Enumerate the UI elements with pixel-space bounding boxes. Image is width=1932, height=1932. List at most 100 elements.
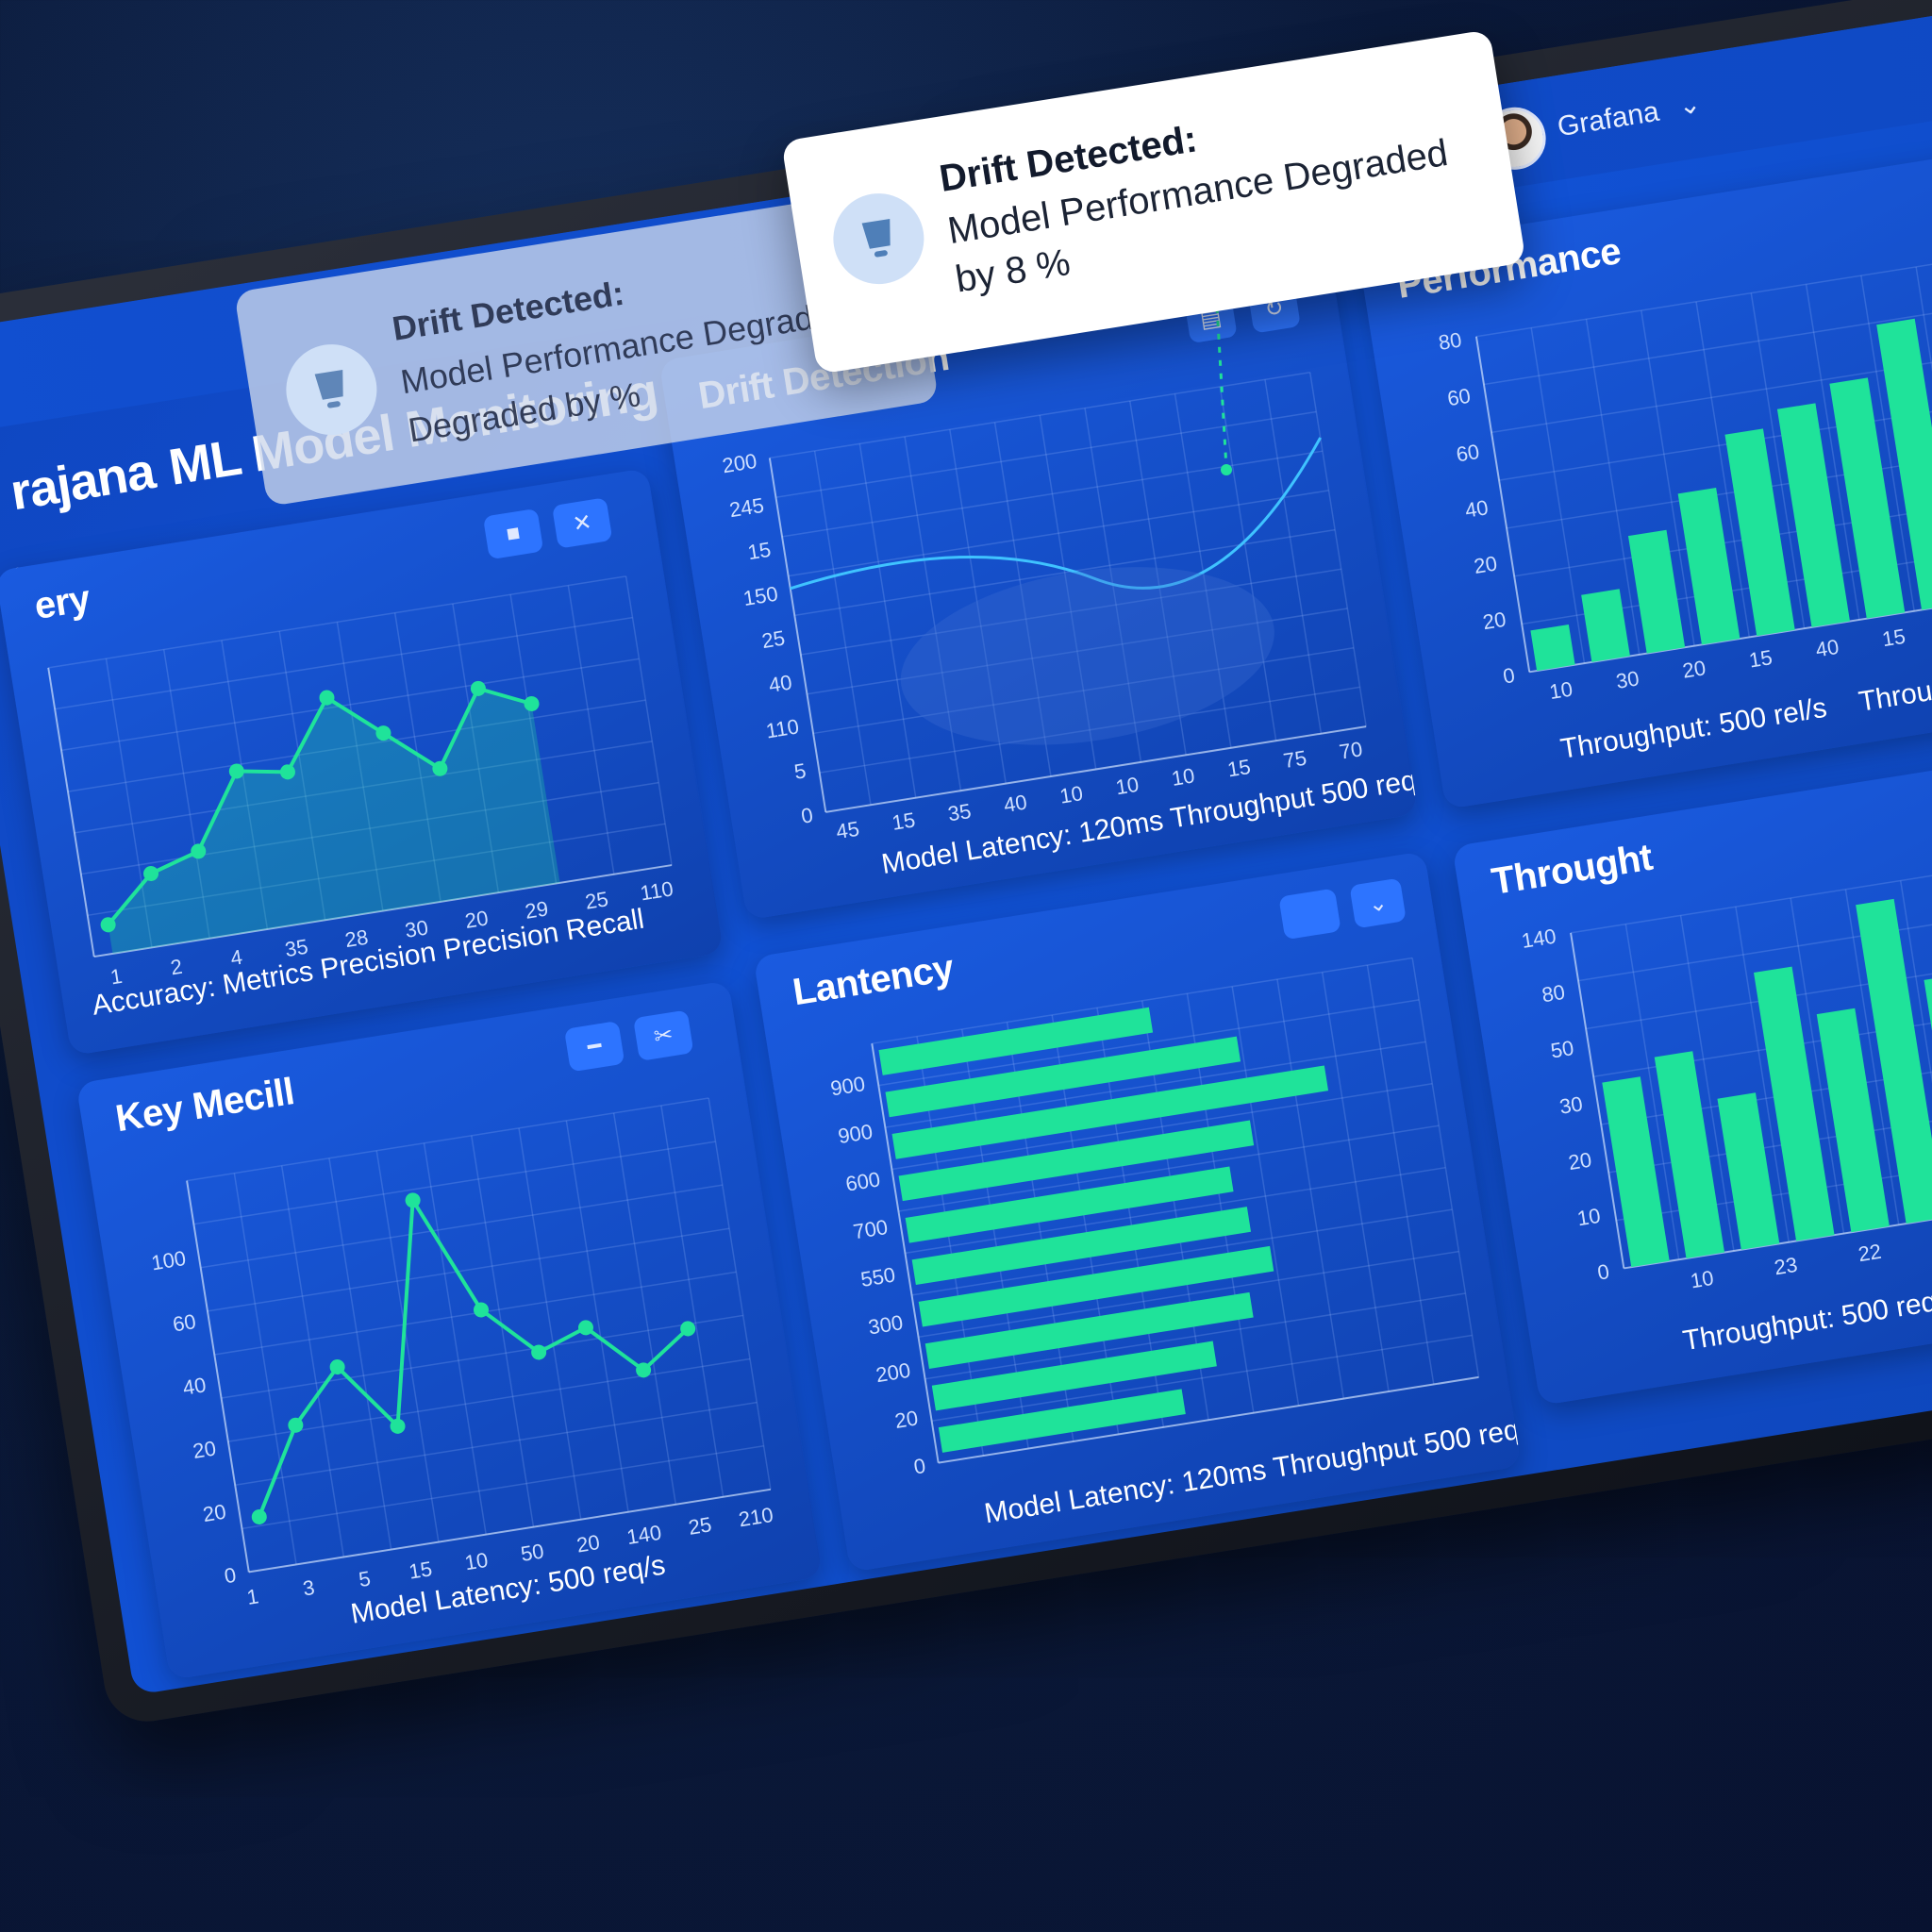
- grid-line: [931, 1334, 1473, 1422]
- y-tick-label: 20: [1567, 1148, 1593, 1175]
- data-point: [329, 1359, 345, 1375]
- data-point: [390, 1418, 406, 1434]
- drift-detection-panel: Drift Detection ▤ ↻ 20024515150254011050…: [658, 255, 1419, 921]
- grid-line: [336, 622, 384, 911]
- grid-line: [1530, 327, 1586, 664]
- grid-line: [1129, 400, 1187, 756]
- series-line: [107, 686, 533, 926]
- bar: [898, 1120, 1255, 1202]
- y-tick-label: 80: [1437, 327, 1463, 355]
- bar: [885, 1036, 1241, 1118]
- grid-line: [518, 1127, 582, 1520]
- y-tick-label: 10: [1575, 1204, 1602, 1231]
- y-axis: [871, 1043, 940, 1463]
- x-tick-label: 10: [463, 1548, 490, 1575]
- y-tick-label: 0: [8, 548, 24, 574]
- y-tick-label: 80: [1541, 980, 1567, 1008]
- grid-line: [1039, 415, 1097, 770]
- bar: [891, 1065, 1329, 1159]
- grid-line: [471, 1135, 535, 1527]
- x-tick-label: 15: [1747, 645, 1774, 673]
- grid-line: [924, 1292, 1466, 1380]
- throughput-panel: Throught 14080503020100102322402235 Thro…: [1452, 740, 1932, 1407]
- bar: [1530, 624, 1575, 672]
- grid-line: [1750, 292, 1806, 629]
- grid-line: [1276, 979, 1345, 1399]
- bar: [938, 1389, 1186, 1453]
- grid-line: [1366, 964, 1435, 1385]
- x-tick-label: 110: [639, 876, 675, 905]
- grid-line: [1860, 275, 1915, 611]
- bar: [878, 1007, 1154, 1075]
- y-axis: [768, 458, 827, 812]
- grid-line: [423, 1142, 487, 1535]
- x-tick-label: 20: [575, 1530, 601, 1557]
- y-tick-label: 15: [746, 538, 773, 565]
- grid-line: [1219, 386, 1277, 741]
- drift-notification[interactable]: Drift Detected: Model Performance Degrad…: [781, 29, 1526, 375]
- grid-line: [949, 429, 1007, 784]
- accuracy-panel: ery ■ ✕ 1 2 4 35 28 30 20 29 25 110 0 Accuracy: Me…: [0, 467, 724, 1057]
- x-tick-label: 20: [1681, 656, 1707, 683]
- grid-line: [48, 575, 626, 669]
- drift-notification-secondary[interactable]: Drift Detected: Model Performance Degrad…: [234, 186, 940, 508]
- grid-line: [200, 1184, 723, 1269]
- grid-line: [858, 443, 917, 798]
- x-tick-label: 15: [1225, 755, 1252, 782]
- grid-line: [221, 1314, 743, 1399]
- bar: [1776, 403, 1851, 627]
- y-tick-label: 0: [799, 803, 814, 828]
- grid-line: [769, 372, 1310, 459]
- data-point: [531, 1344, 547, 1360]
- x-tick-label: 1: [108, 964, 124, 990]
- x-tick-label: 75: [1282, 746, 1308, 774]
- bar: [911, 1207, 1252, 1286]
- data-point: [432, 760, 448, 776]
- y-tick-label: 40: [767, 670, 793, 697]
- grid-line: [278, 630, 326, 921]
- grid-line: [878, 999, 1420, 1087]
- data-point: [375, 725, 391, 741]
- x-tick-label: 40: [1814, 635, 1840, 662]
- grid-line: [800, 568, 1341, 656]
- drift-chart: 200 245 15 150 25 40 110 5 0 45 15 35 40 10 10 10 15 75 70: [721, 372, 1367, 843]
- y-tick-label: 100: [150, 1246, 188, 1274]
- x-tick-label: 23: [1773, 1253, 1799, 1280]
- grid-line: [1624, 924, 1680, 1260]
- y-tick-label: 0: [1596, 1259, 1611, 1285]
- x-tick-label: 30: [404, 915, 430, 942]
- grid-line: [80, 781, 659, 875]
- y-tick-label: 110: [764, 714, 801, 742]
- chevron-down-icon[interactable]: ⌄: [1675, 88, 1703, 122]
- grid-line: [1570, 844, 1932, 934]
- grid-line: [207, 1227, 730, 1312]
- y-tick-label: 60: [1445, 384, 1472, 411]
- grid-line: [1514, 488, 1932, 577]
- data-point: [474, 1302, 490, 1318]
- grid-line: [904, 436, 962, 791]
- y-tick-label: 0: [912, 1454, 927, 1479]
- grid-line: [452, 603, 500, 893]
- bar: [1754, 966, 1835, 1241]
- data-point: [470, 680, 486, 696]
- y-tick-label: 700: [852, 1215, 890, 1243]
- data-point: [251, 1508, 267, 1524]
- performance-chart: 80606040202001030201540153020: [1437, 248, 1932, 704]
- bar: [1654, 1051, 1725, 1258]
- y-tick-label: 20: [1473, 551, 1499, 578]
- x-axis: [248, 1488, 772, 1574]
- user-name[interactable]: Grafana: [1555, 95, 1661, 143]
- y-tick-label: 60: [1455, 440, 1481, 467]
- y-tick-label: 900: [829, 1072, 867, 1100]
- y-tick-label: 50: [1549, 1036, 1575, 1063]
- grid-line: [885, 1041, 1426, 1128]
- latency-panel: Lantency ⌄ 900 900 600 700 550 300 200 20 0 Mode…: [753, 851, 1522, 1573]
- x-axis: [938, 1375, 1479, 1464]
- grid-line: [1899, 880, 1932, 1217]
- data-point: [319, 690, 335, 706]
- throughput-chart: 14080503020100102322402235: [1520, 844, 1932, 1292]
- y-tick-label: 0: [223, 1563, 238, 1589]
- grid-line: [565, 1120, 629, 1512]
- grid-line: [280, 1165, 345, 1557]
- grid-line: [1231, 986, 1300, 1407]
